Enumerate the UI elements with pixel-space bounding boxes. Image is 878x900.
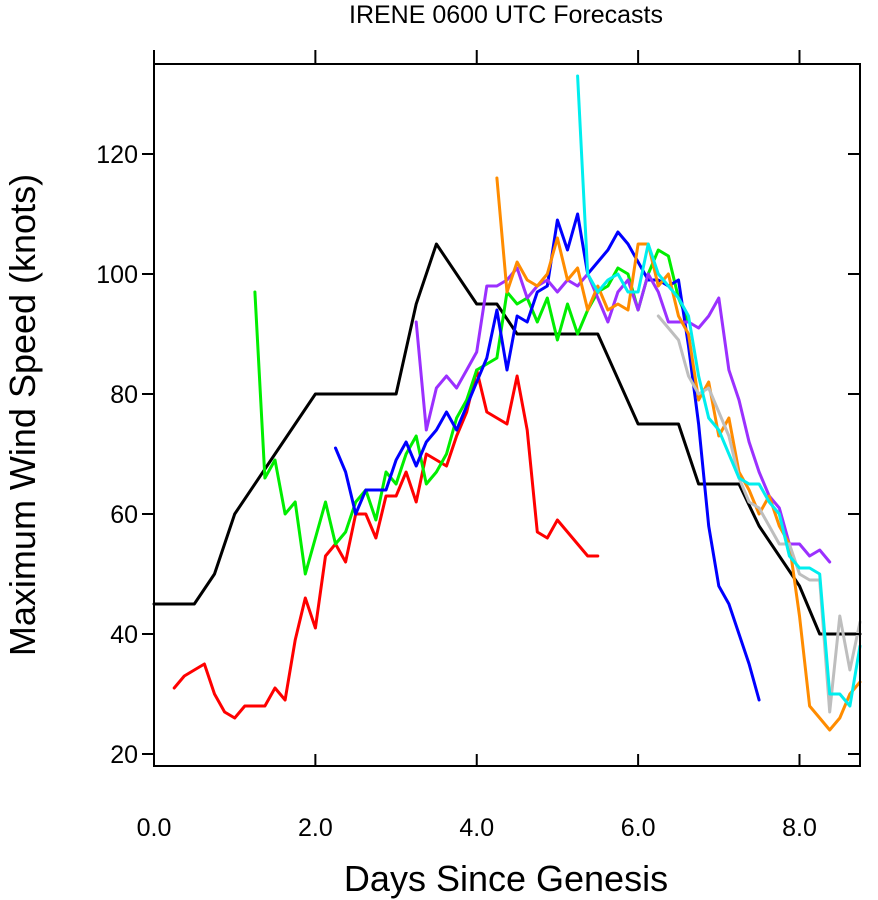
series-line-5	[414, 266, 832, 564]
x-tick-label: 0.0	[137, 814, 172, 842]
y-tick-label: 40	[110, 621, 138, 649]
x-tick-label: 6.0	[621, 814, 656, 842]
y-tick-label: 80	[110, 381, 138, 409]
x-tick-label: 2.0	[298, 814, 333, 842]
y-axis-label: Maximum Wind Speed (knots)	[2, 174, 43, 656]
x-axis-label: Days Since Genesis	[344, 858, 668, 899]
chart-title: IRENE 0600 UTC Forecasts	[349, 1, 663, 29]
y-tick-label: 120	[96, 141, 138, 169]
y-tick-label: 100	[96, 261, 138, 289]
plot-frame	[153, 63, 861, 767]
y-tick-label: 60	[110, 501, 138, 529]
series-layer	[152, 74, 862, 732]
series-line-1	[152, 242, 862, 636]
y-tick-label: 20	[110, 741, 138, 769]
ticks-layer: 0.0 2.0 4.0 6.0 8.0 20 40 60 80 100 120	[96, 50, 860, 842]
x-tick-label: 4.0	[459, 814, 494, 842]
series-line-3	[253, 248, 690, 576]
x-tick-label: 8.0	[782, 814, 817, 842]
series-line-4	[334, 212, 761, 702]
series-line-2	[172, 368, 600, 720]
series-line-6	[495, 176, 862, 732]
series-line-8	[576, 74, 862, 708]
